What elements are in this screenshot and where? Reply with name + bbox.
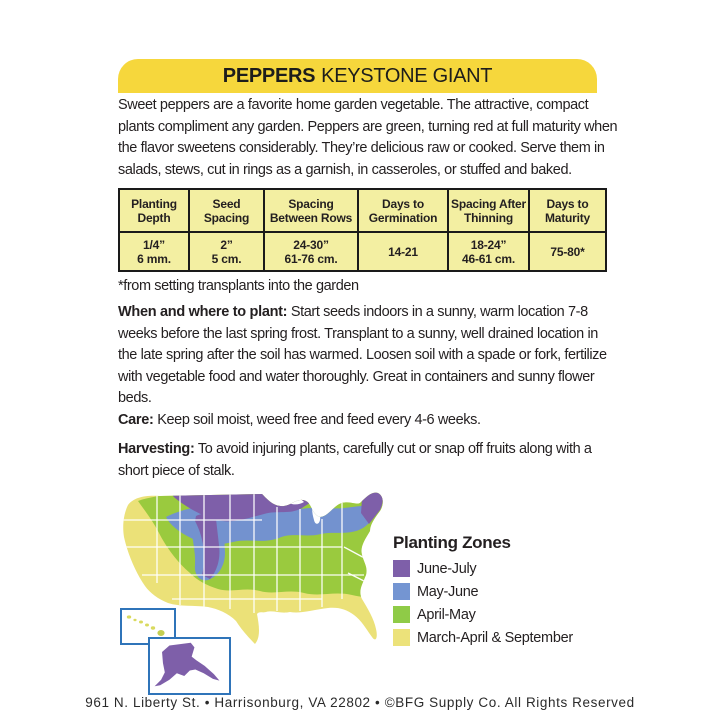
legend-swatch-blue xyxy=(393,583,410,600)
table-value-spacing-between-rows: 24-30” 61-76 cm. xyxy=(265,233,359,270)
care-paragraph: Care: Keep soil moist, weed free and fee… xyxy=(118,410,618,432)
table-header-seed-spacing: Seed Spacing xyxy=(190,190,265,233)
page-title: PEPPERS KEYSTONE GIANT xyxy=(222,64,493,88)
legend-item-june-july: June-July xyxy=(393,560,573,577)
table-header-planting-depth: Planting Depth xyxy=(120,190,190,233)
legend-swatch-purple xyxy=(393,560,410,577)
legend-label: March-April & September xyxy=(417,629,573,646)
table-value-days-to-maturity: 75-80* xyxy=(550,244,585,259)
hawaii-islands xyxy=(126,615,165,636)
care-label: Care: xyxy=(118,412,154,428)
legend-swatch-green xyxy=(393,606,410,623)
title-banner: PEPPERS KEYSTONE GIANT xyxy=(118,59,597,93)
legend-label: June-July xyxy=(417,560,477,577)
care-text: Keep soil moist, weed free and feed ever… xyxy=(157,412,481,428)
title-cultivar: KEYSTONE GIANT xyxy=(321,64,493,87)
intro-paragraph: Sweet peppers are a favorite home garden… xyxy=(118,97,618,178)
table-value-planting-depth: 1/4” 6 mm. xyxy=(120,233,190,270)
lake-superior xyxy=(282,497,304,505)
legend-label: May-June xyxy=(417,583,479,600)
table-value-days-to-germination: 14-21 xyxy=(359,233,449,270)
table-value-seed-spacing: 2” 5 cm. xyxy=(190,233,265,270)
legend-item-march-april-september: March-April & September xyxy=(393,629,573,646)
planting-spec-table: Planting Depth Seed Spacing Spacing Betw… xyxy=(118,188,607,272)
legend-item-may-june: May-June xyxy=(393,583,573,600)
table-header-days-to-germination: Days to Germination xyxy=(359,190,449,233)
when-where-text: Start seeds indoors in a sunny, warm loc… xyxy=(118,304,607,406)
footer-address: 961 N. Liberty St. • Harrisonburg, VA 22… xyxy=(85,695,635,710)
state-border-lines xyxy=(123,493,371,613)
when-where-label: When and where to plant: xyxy=(118,304,288,320)
planting-zones-legend: Planting Zones June-July May-June April-… xyxy=(393,533,573,652)
legend-label: April-May xyxy=(417,606,476,623)
table-footnote: *from setting transplants into the garde… xyxy=(118,278,359,294)
table-value-spacing-after-thinning: 18-24” 46-61 cm. xyxy=(449,233,530,270)
table-header-spacing-between-rows: Spacing Between Rows xyxy=(265,190,359,233)
table-header-days-to-maturity: Days to Maturity xyxy=(530,190,605,233)
when-where-paragraph: When and where to plant: Start seeds ind… xyxy=(118,302,618,410)
legend-swatch-yellow xyxy=(393,629,410,646)
harvesting-label: Harvesting: xyxy=(118,441,195,457)
harvesting-paragraph: Harvesting: To avoid injuring plants, ca… xyxy=(118,439,618,482)
legend-title: Planting Zones xyxy=(393,533,511,552)
alaska-shape xyxy=(154,642,220,687)
legend-item-april-may: April-May xyxy=(393,606,573,623)
alaska-inset xyxy=(148,637,231,695)
harvesting-text: To avoid injuring plants, carefully cut … xyxy=(118,441,592,479)
table-header-spacing-after-thinning: Spacing After Thinning xyxy=(449,190,530,233)
title-variety-bold: PEPPERS xyxy=(222,64,316,87)
